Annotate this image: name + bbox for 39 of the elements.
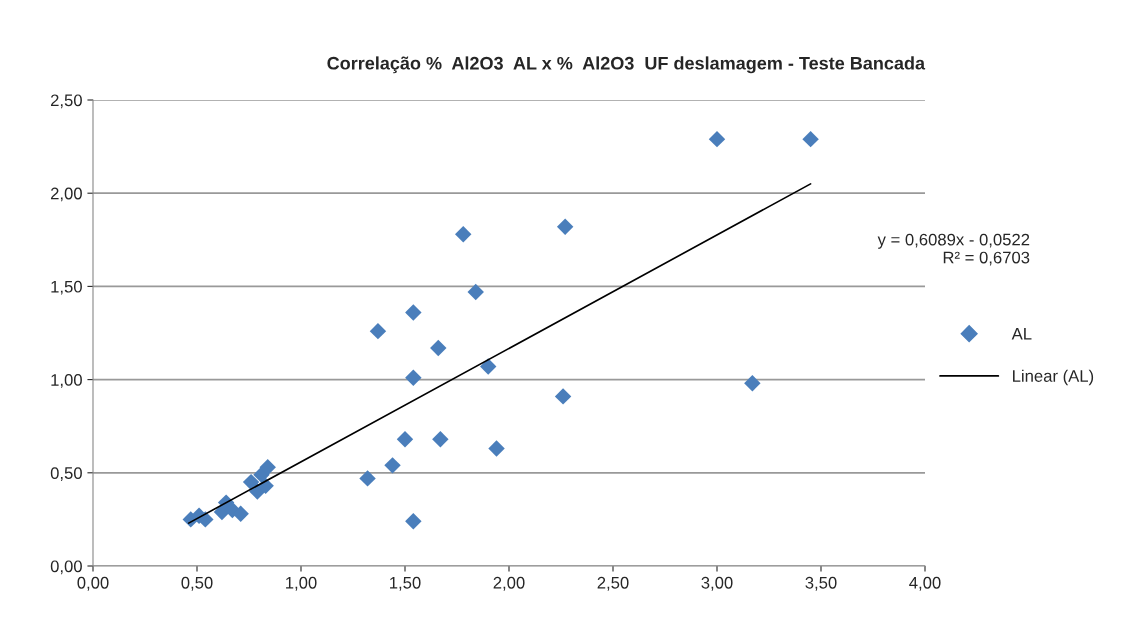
y-tick-label: 1,50 <box>51 280 82 295</box>
x-tick-label: 2,00 <box>493 576 525 591</box>
x-tick-label: 1,00 <box>286 576 317 591</box>
y-tick-label: 0,00 <box>50 560 82 575</box>
chart-title: Correlação % Al2O3 AL x % Al2O3 UF deslamagem - Teste Bancada <box>327 56 926 74</box>
x-tick-label: 3,50 <box>805 576 837 591</box>
point <box>396 431 414 448</box>
y-tick-label: 2,00 <box>50 187 82 202</box>
point <box>432 431 449 448</box>
point <box>708 130 726 148</box>
point <box>802 130 819 148</box>
x-tick-label: 4,00 <box>909 576 941 591</box>
point <box>242 473 260 491</box>
x-tick-label: 3,00 <box>701 576 733 591</box>
point <box>488 440 505 457</box>
point <box>556 218 574 235</box>
legend-label: Linear (AL) <box>1013 369 1094 386</box>
point <box>405 304 422 321</box>
y-tick-label: 2,50 <box>50 94 82 109</box>
point <box>405 513 422 530</box>
point <box>455 225 472 243</box>
annotation: y = 0,6089x - 0,0522 R² = 0,6703 <box>877 233 1030 266</box>
x-tick-label: 0,00 <box>77 576 109 591</box>
point <box>369 322 387 340</box>
point <box>384 457 401 474</box>
point <box>430 339 447 357</box>
point <box>554 388 572 405</box>
x-tick-label: 1,50 <box>390 576 421 591</box>
x-tick-label: 0,50 <box>181 576 213 591</box>
point <box>405 369 422 386</box>
legend-label: AL <box>1011 328 1032 340</box>
point <box>259 458 276 476</box>
y-tick-label: 0,50 <box>50 467 82 481</box>
point <box>744 375 761 392</box>
point <box>467 283 484 301</box>
point <box>232 505 249 523</box>
y-tick-label: 1,00 <box>51 374 82 388</box>
point <box>359 470 376 487</box>
x-tick-label: 2,50 <box>597 576 629 591</box>
